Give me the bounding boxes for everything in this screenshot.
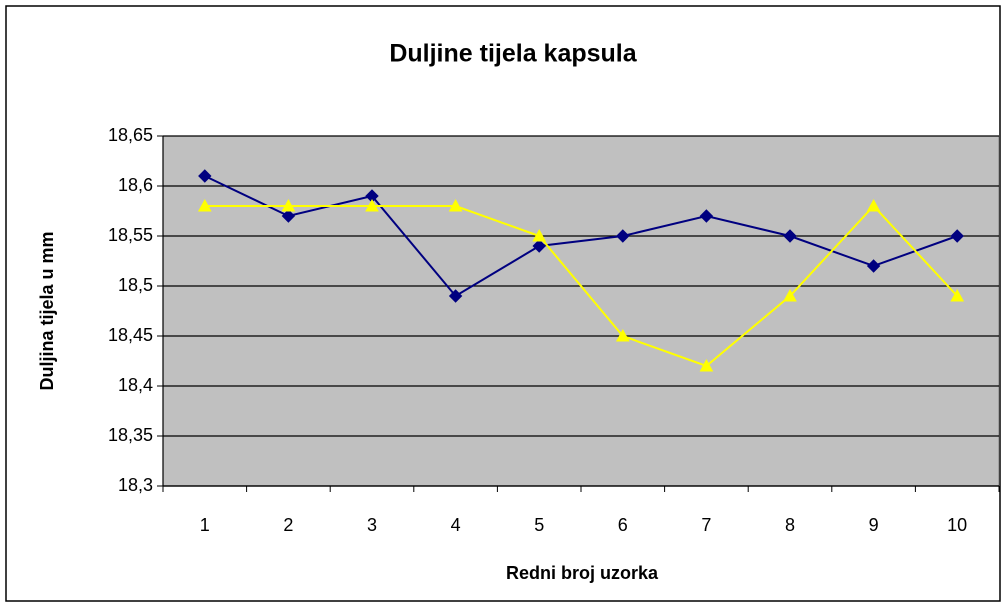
data-point (783, 288, 797, 302)
data-point (699, 209, 714, 223)
data-point (783, 229, 797, 243)
x-tick-label: 4 (451, 515, 461, 535)
data-point (699, 358, 714, 372)
y-tick-label: 18,5 (118, 275, 153, 295)
data-point (365, 198, 379, 212)
y-tick-label: 18,55 (108, 225, 153, 245)
data-point (866, 259, 881, 273)
plot-area (162, 135, 1000, 487)
y-axis-title: Duljina tijela u mm (37, 231, 57, 390)
x-tick-label: 6 (618, 515, 628, 535)
x-tick-label: 3 (367, 515, 377, 535)
y-tick-label: 18,6 (118, 175, 153, 195)
x-tick-label: 10 (947, 515, 967, 535)
x-tick-label: 5 (534, 515, 544, 535)
x-axis-title: Redni broj uzorka (506, 563, 659, 583)
x-tick-label: 9 (869, 515, 879, 535)
chart-title: Duljine tijela kapsula (389, 40, 637, 68)
data-point (448, 198, 463, 212)
data-point (616, 229, 630, 243)
x-tick-label: 7 (701, 515, 711, 535)
y-tick-label: 18,45 (108, 325, 153, 345)
data-point (197, 198, 212, 212)
data-point (448, 289, 463, 303)
y-tick-label: 18,4 (118, 375, 153, 395)
data-point (950, 229, 964, 243)
x-tick-label: 2 (283, 515, 293, 535)
data-point (615, 328, 630, 342)
data-point (532, 228, 547, 242)
data-point (281, 198, 296, 212)
y-tick-label: 18,35 (108, 425, 153, 445)
y-tick-label: 18,3 (118, 475, 153, 495)
data-point (532, 239, 546, 253)
data-point (866, 198, 881, 212)
x-tick-label: 8 (785, 515, 795, 535)
series-line (204, 204, 958, 368)
data-point (281, 209, 296, 223)
data-point (198, 169, 212, 183)
y-tick-label: 18,65 (108, 125, 153, 145)
data-point (950, 288, 965, 302)
x-tick-label: 1 (200, 515, 210, 535)
